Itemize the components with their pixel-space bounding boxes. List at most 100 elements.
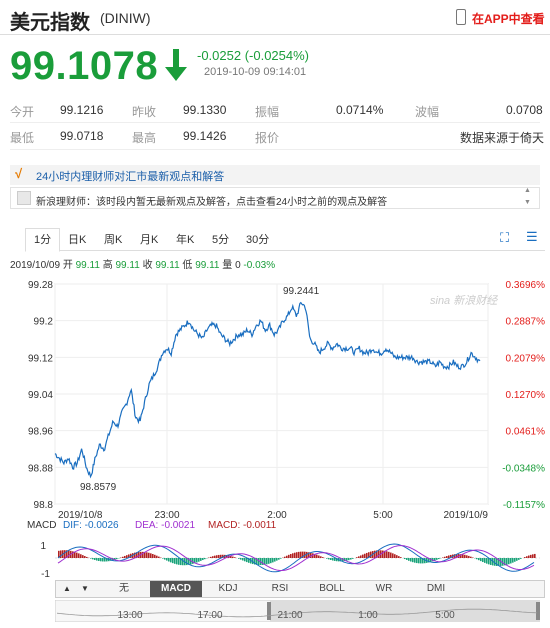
macd-bar xyxy=(128,554,130,558)
tab-daily-k[interactable]: 日K xyxy=(68,234,87,246)
info-row: 今开 99.1216 昨收 99.1330 振幅 0.0714% 波幅 0.07… xyxy=(10,103,545,123)
macd-bar xyxy=(114,558,116,560)
ohlc-close-label: 收 xyxy=(142,260,153,271)
macd-bar xyxy=(72,551,74,558)
macd-bar xyxy=(110,558,112,561)
macd-bar xyxy=(394,554,396,558)
macd-bar xyxy=(326,558,328,559)
macd-bar xyxy=(254,558,256,565)
macd-bar xyxy=(404,558,406,560)
macd-bar xyxy=(308,552,310,558)
indicator-wr[interactable]: WR xyxy=(375,583,393,594)
fullscreen-icon[interactable]: ⛶ xyxy=(500,230,510,245)
macd-ytick: 1 xyxy=(40,541,46,552)
ohlc-vol: 0 xyxy=(235,260,241,271)
macd-bar xyxy=(320,556,322,558)
high-label: 最高 xyxy=(132,131,157,145)
macd-bar xyxy=(528,555,530,558)
tab-weekly-k[interactable]: 周K xyxy=(104,234,123,246)
macd-bar xyxy=(480,558,482,562)
macd-bar xyxy=(170,558,172,563)
macd-bar xyxy=(288,554,290,558)
macd-bar xyxy=(456,554,458,558)
tab-30min[interactable]: 30分 xyxy=(246,234,270,246)
phone-icon[interactable] xyxy=(456,9,466,25)
macd-bar xyxy=(280,558,282,559)
indicator-kdj[interactable]: KDJ xyxy=(218,583,238,594)
macd-bar xyxy=(488,558,490,565)
macd-bar xyxy=(74,551,76,558)
macd-bar xyxy=(476,558,478,560)
advisor-message-box[interactable] xyxy=(10,187,540,209)
info-row: 最低 99.0718 最高 99.1426 报价 数据来源于倚天 xyxy=(10,129,545,149)
macd-bar xyxy=(80,554,82,558)
macd-bar xyxy=(194,558,196,564)
macd-bar xyxy=(498,558,500,567)
macd-bar xyxy=(534,553,536,558)
scroll-down-icon[interactable]: ▼ xyxy=(524,199,531,206)
macd-bar xyxy=(396,555,398,558)
tab-1min[interactable]: 1分 xyxy=(25,228,61,252)
macd-bar xyxy=(292,553,294,558)
overview-tick-label: 1:00 xyxy=(358,610,378,621)
macd-bar xyxy=(296,552,298,558)
macd-bar xyxy=(258,558,260,566)
macd-bar xyxy=(478,558,480,561)
next-button[interactable]: ▼ xyxy=(81,584,89,593)
menu-icon[interactable]: ☰ xyxy=(526,229,538,244)
y-tick-label: 99.28 xyxy=(28,280,53,291)
macd-bar xyxy=(314,553,316,558)
low-label: 最低 xyxy=(10,131,35,145)
price-chart[interactable]: 99.28 99.2 99.12 99.04 98.96 98.88 98.8 0.3696… xyxy=(0,272,550,520)
macd-bar xyxy=(454,554,456,558)
macd-bar xyxy=(180,558,182,566)
page-title: 美元指数 xyxy=(10,12,90,34)
macd-bar xyxy=(408,558,410,561)
macd-bar xyxy=(482,558,484,563)
view-in-app-link[interactable]: 在APP中查看 xyxy=(472,12,545,26)
macd-bar xyxy=(376,550,378,558)
macd-bar xyxy=(446,556,448,558)
macd-bar xyxy=(154,554,156,558)
advisor-message[interactable]: 新浪理财师：该时段内暂无最新观点及解答，点击查看24小时之前的观点及解答 xyxy=(36,197,388,208)
macd-bar xyxy=(82,555,84,558)
scroll-up-icon[interactable]: ▲ xyxy=(524,187,531,194)
indicator-macd[interactable]: MACD xyxy=(150,581,202,597)
macd-bar xyxy=(526,556,528,558)
macd-bar xyxy=(316,554,318,558)
amplitude-label: 振幅 xyxy=(255,105,280,119)
macd-bar xyxy=(124,555,126,558)
macd-bar xyxy=(186,558,188,566)
indicator-dmi[interactable]: DMI xyxy=(426,583,446,594)
y-tick-label: 99.12 xyxy=(28,353,53,364)
macd-bar xyxy=(416,558,418,564)
macd-bar xyxy=(126,555,128,558)
macd-bar xyxy=(284,556,286,558)
indicator-rsi[interactable]: RSI xyxy=(271,583,289,594)
tab-5min[interactable]: 5分 xyxy=(212,234,230,246)
overview-tick-label: 13:00 xyxy=(117,610,142,621)
notice-bar[interactable] xyxy=(10,165,540,185)
macd-bar xyxy=(198,558,200,562)
notice-title[interactable]: 24小时内理财师对汇市最新观点和解答 xyxy=(36,171,225,183)
tab-yearly-k[interactable]: 年K xyxy=(176,234,195,246)
prev-button[interactable]: ▲ xyxy=(63,584,71,593)
macd-bar xyxy=(438,558,440,560)
indicator-toolbar: ▲ ▼ 无 MACD KDJ RSI BOLL WR DMI xyxy=(55,580,545,598)
macd-bar xyxy=(450,554,452,558)
time-range-navigator[interactable]: 13:00 17:00 21:00 1:00 5:00 xyxy=(55,600,540,622)
ohlc-date: 2019/10/09 xyxy=(10,260,61,271)
macd-value-label: MACD: -0.0011 xyxy=(208,520,277,531)
macd-bar xyxy=(182,558,184,566)
macd-bar xyxy=(230,555,232,558)
tab-monthly-k[interactable]: 月K xyxy=(140,234,159,246)
macd-bar xyxy=(146,552,148,558)
indicator-boll[interactable]: BOLL xyxy=(319,583,345,594)
indicator-none[interactable]: 无 xyxy=(119,583,129,594)
macd-bar xyxy=(138,551,140,558)
macd-bar xyxy=(424,558,426,564)
macd-bar xyxy=(366,552,368,558)
macd-bar xyxy=(328,558,330,560)
macd-chart[interactable]: MACD DIF: -0.0026 DEA: -0.0021 MACD: -0.… xyxy=(0,518,550,580)
x-tick-label: 5:00 xyxy=(373,510,393,520)
